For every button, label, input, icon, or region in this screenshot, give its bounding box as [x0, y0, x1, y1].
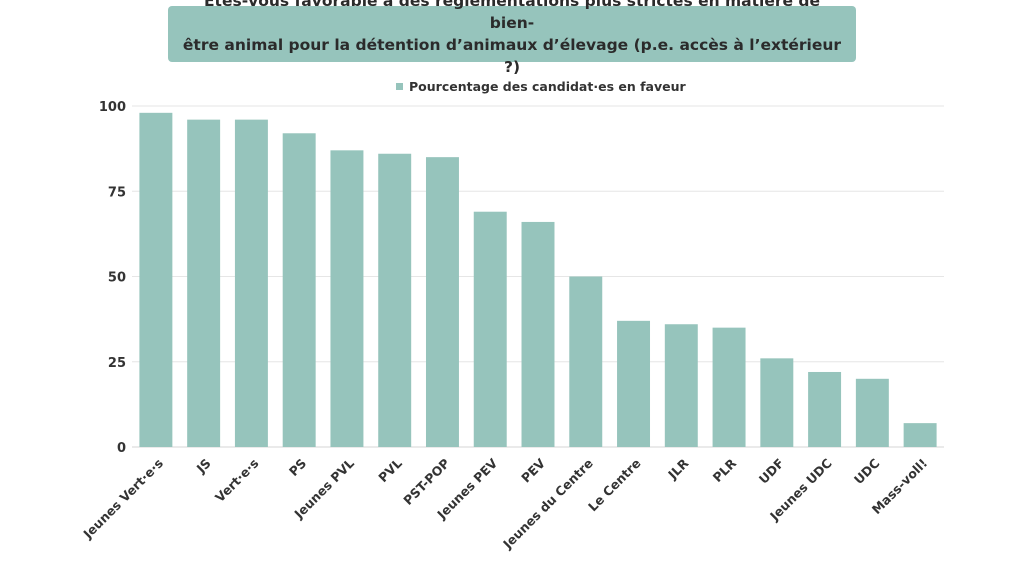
- x-tick-label: Jeunes du Centre: [499, 456, 596, 553]
- y-tick-label: 0: [117, 441, 126, 456]
- x-tick-label: PS: [286, 456, 309, 479]
- x-tick-label: JS: [193, 456, 214, 477]
- bar: [712, 327, 746, 447]
- y-axis-ticks: 0 25 50 75 100: [99, 100, 126, 456]
- x-tick-label: PVL: [375, 455, 405, 485]
- y-tick-label: 25: [108, 356, 126, 371]
- legend: Pourcentage des candidat·es en faveur: [396, 79, 686, 94]
- x-tick-label: JLR: [664, 455, 691, 482]
- bar: [282, 133, 316, 447]
- bar: [234, 119, 268, 447]
- bar: [378, 153, 412, 448]
- bars: [139, 112, 937, 448]
- bar: [473, 211, 507, 447]
- x-tick-label: UDC: [851, 456, 883, 488]
- bar: [425, 157, 459, 447]
- bar: [808, 371, 842, 447]
- bar: [187, 119, 221, 447]
- bar: [521, 221, 555, 447]
- chart-title-box: Êtes-vous favorable à des réglementation…: [168, 0, 856, 76]
- bar: [330, 150, 364, 447]
- x-tick-label: Vert·e·s: [212, 456, 262, 506]
- bar: [569, 276, 603, 447]
- y-tick-label: 50: [108, 271, 126, 286]
- bar: [855, 378, 889, 447]
- legend-swatch: [396, 83, 403, 90]
- bar: [139, 112, 173, 447]
- x-tick-label: PEV: [518, 455, 548, 485]
- y-tick-label: 100: [99, 100, 126, 115]
- bar: [760, 358, 794, 447]
- x-tick-label: UDF: [756, 456, 787, 487]
- chart-title: Êtes-vous favorable à des réglementation…: [182, 0, 842, 76]
- legend-label: Pourcentage des candidat·es en faveur: [409, 79, 686, 94]
- bar: [617, 320, 651, 447]
- x-tick-label: PLR: [710, 455, 740, 485]
- x-tick-label: Jeunes Vert·e·s: [80, 456, 166, 542]
- bar: [903, 423, 937, 447]
- bar: [664, 324, 698, 447]
- y-tick-label: 75: [108, 185, 126, 200]
